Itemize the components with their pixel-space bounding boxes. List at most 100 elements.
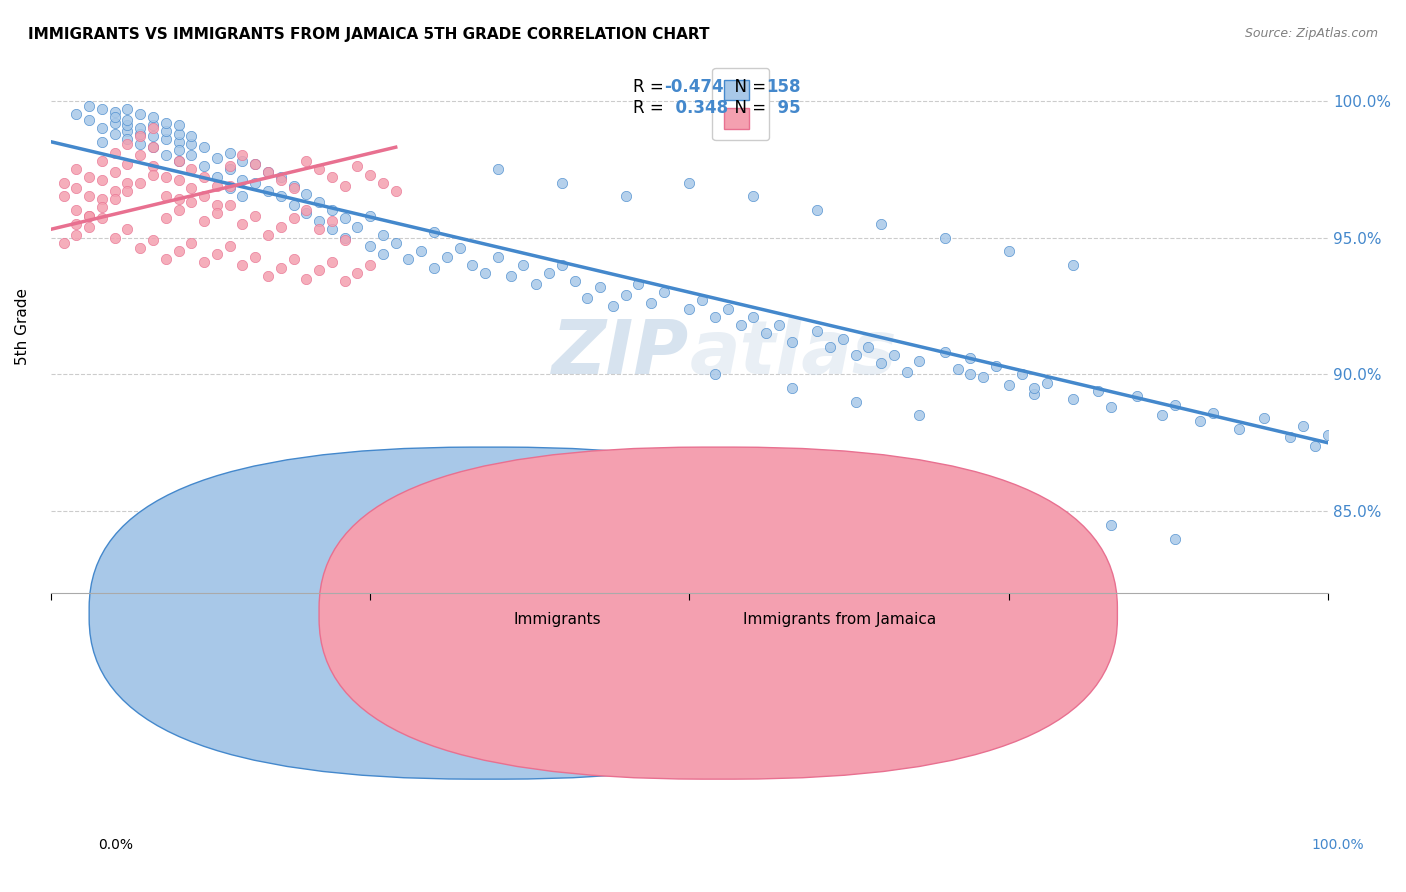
Point <box>908 353 931 368</box>
Point <box>193 255 215 269</box>
Point <box>883 348 905 362</box>
Point <box>65 203 87 218</box>
Point <box>52 189 75 203</box>
Point <box>283 252 305 267</box>
Point <box>180 235 202 250</box>
Point <box>117 184 139 198</box>
Point <box>295 186 318 201</box>
Point <box>218 197 240 211</box>
Point <box>308 263 330 277</box>
Point <box>870 356 893 370</box>
Point <box>142 110 165 124</box>
Point <box>218 178 240 193</box>
Point <box>1202 406 1225 420</box>
Point <box>77 209 100 223</box>
Point <box>129 148 152 162</box>
Point <box>142 233 165 247</box>
Point <box>806 324 828 338</box>
Point <box>831 332 853 346</box>
Point <box>1278 430 1301 444</box>
Point <box>117 112 139 127</box>
Point <box>499 268 522 283</box>
Point <box>90 102 112 116</box>
Point <box>589 280 612 294</box>
Point <box>398 252 420 267</box>
FancyBboxPatch shape <box>89 447 887 779</box>
Point <box>117 132 139 146</box>
Point <box>512 258 534 272</box>
Point <box>270 219 292 234</box>
Point <box>117 102 139 116</box>
Y-axis label: 5th Grade: 5th Grade <box>15 288 30 365</box>
Point <box>1024 381 1046 395</box>
Point <box>717 301 740 316</box>
Point <box>129 176 152 190</box>
Point <box>283 211 305 226</box>
Point <box>167 192 190 206</box>
Point <box>180 137 202 152</box>
Point <box>117 156 139 170</box>
Legend: , : , <box>713 68 769 140</box>
Point <box>295 271 318 285</box>
Text: 100.0%: 100.0% <box>1312 838 1364 853</box>
Point <box>257 268 280 283</box>
Point <box>77 170 100 185</box>
Point <box>371 176 394 190</box>
Point <box>1152 409 1174 423</box>
Point <box>129 121 152 136</box>
Point <box>768 318 790 332</box>
Point <box>129 127 152 141</box>
Point <box>193 140 215 154</box>
Point <box>155 252 177 267</box>
Point <box>614 288 637 302</box>
Point <box>245 250 267 264</box>
Point <box>333 230 356 244</box>
Point <box>155 189 177 203</box>
Point <box>614 189 637 203</box>
Point <box>640 296 662 310</box>
Point <box>90 121 112 136</box>
Point <box>959 368 981 382</box>
Point <box>1099 401 1122 415</box>
Point <box>218 159 240 173</box>
Point <box>678 176 700 190</box>
Text: 158: 158 <box>766 78 800 95</box>
Point <box>104 184 127 198</box>
Point <box>818 340 841 354</box>
Text: 0.0%: 0.0% <box>98 838 134 853</box>
Point <box>77 209 100 223</box>
Point <box>218 162 240 177</box>
Point <box>333 274 356 288</box>
Point <box>1125 389 1147 403</box>
Point <box>117 176 139 190</box>
Point <box>117 124 139 138</box>
Point <box>576 291 599 305</box>
Point <box>959 351 981 365</box>
Point <box>295 153 318 168</box>
Point <box>1087 384 1109 398</box>
Point <box>270 173 292 187</box>
Point <box>231 173 253 187</box>
Point <box>167 244 190 259</box>
Point <box>359 168 381 182</box>
Point <box>77 189 100 203</box>
Point <box>602 299 624 313</box>
Point <box>321 203 343 218</box>
Text: Immigrants: Immigrants <box>513 612 600 627</box>
Point <box>193 170 215 185</box>
Point <box>283 197 305 211</box>
Point <box>359 258 381 272</box>
Point <box>371 227 394 242</box>
Point <box>257 184 280 198</box>
Point <box>449 242 471 256</box>
Point <box>245 156 267 170</box>
Point <box>295 206 318 220</box>
Point <box>730 318 752 332</box>
Point <box>155 211 177 226</box>
Point <box>180 194 202 209</box>
Point <box>551 176 574 190</box>
Point <box>104 145 127 160</box>
Point <box>129 242 152 256</box>
Point <box>90 153 112 168</box>
Point <box>1305 439 1327 453</box>
